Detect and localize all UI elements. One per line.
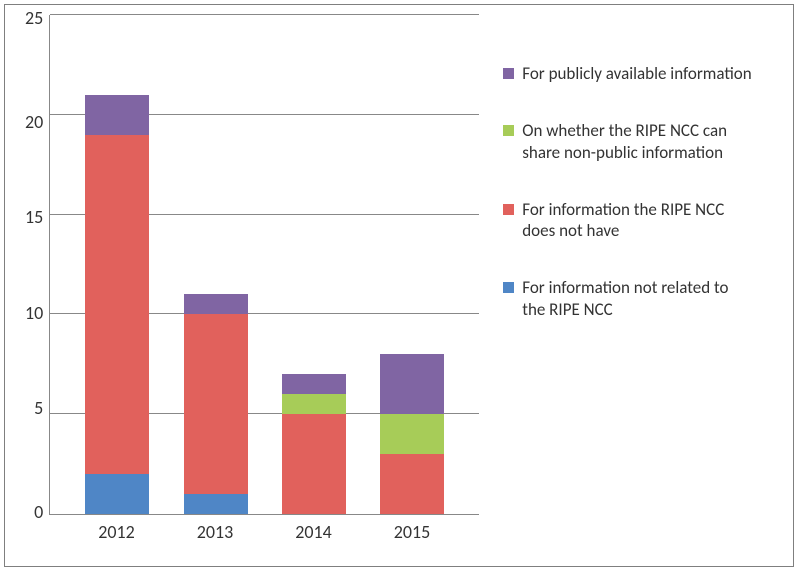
legend-label: For information not related to the RIPE …	[522, 277, 752, 320]
segment-does_not_have	[380, 454, 444, 514]
legend-label: On whether the RIPE NCC can share non-pu…	[522, 120, 752, 163]
segment-does_not_have	[184, 314, 248, 494]
legend-label: For publicly available information	[522, 63, 751, 84]
legend-item-not_related: For information not related to the RIPE …	[503, 277, 781, 320]
y-tick-label: 25	[25, 7, 43, 29]
legend-item-publicly_available: For publicly available information	[503, 63, 781, 84]
x-tick-label: 2015	[380, 521, 444, 543]
legend-swatch	[503, 204, 514, 215]
legend-item-does_not_have: For information the RIPE NCC does not ha…	[503, 199, 781, 242]
segment-does_not_have	[85, 135, 149, 474]
x-axis: 2012 2013 2014 2015	[49, 515, 479, 543]
plot-outer: 2520151050 2012201320142015	[25, 15, 479, 545]
plot-area	[49, 15, 479, 515]
x-tick-label: 2014	[282, 521, 346, 543]
segment-share_nonpublic	[380, 414, 444, 454]
segment-publicly_available	[184, 294, 248, 314]
bar-2015	[380, 354, 444, 514]
legend-swatch	[503, 125, 514, 136]
y-tick-label: 20	[25, 111, 43, 133]
segment-share_nonpublic	[282, 394, 346, 414]
x-tick-label: 2012	[85, 521, 149, 543]
segment-publicly_available	[380, 354, 444, 414]
x-tick-label: 2013	[183, 521, 247, 543]
bar-2013	[184, 294, 248, 514]
segment-not_related	[184, 494, 248, 514]
chart-wrap: 2520151050 2012201320142015 For publicly…	[5, 5, 793, 566]
legend-swatch	[503, 68, 514, 79]
y-tick-label: 15	[25, 206, 43, 228]
legend: For publicly available information On whe…	[479, 15, 781, 320]
bar-2012	[85, 95, 149, 514]
bars-container	[50, 15, 479, 514]
bar-2014	[282, 374, 346, 514]
segment-publicly_available	[85, 95, 149, 135]
legend-item-share_nonpublic: On whether the RIPE NCC can share non-pu…	[503, 120, 781, 163]
plot-column: 2012 2013 2014 2015	[49, 15, 479, 545]
segment-not_related	[85, 474, 149, 514]
y-axis: 2520151050	[25, 15, 49, 515]
y-tick-label: 10	[25, 302, 43, 324]
segment-publicly_available	[282, 374, 346, 394]
legend-swatch	[503, 282, 514, 293]
y-tick-label: 5	[34, 397, 43, 419]
legend-label: For information the RIPE NCC does not ha…	[522, 199, 752, 242]
y-tick-label: 0	[34, 501, 43, 523]
chart-frame: 2520151050 2012201320142015 For publicly…	[4, 4, 794, 567]
segment-does_not_have	[282, 414, 346, 514]
